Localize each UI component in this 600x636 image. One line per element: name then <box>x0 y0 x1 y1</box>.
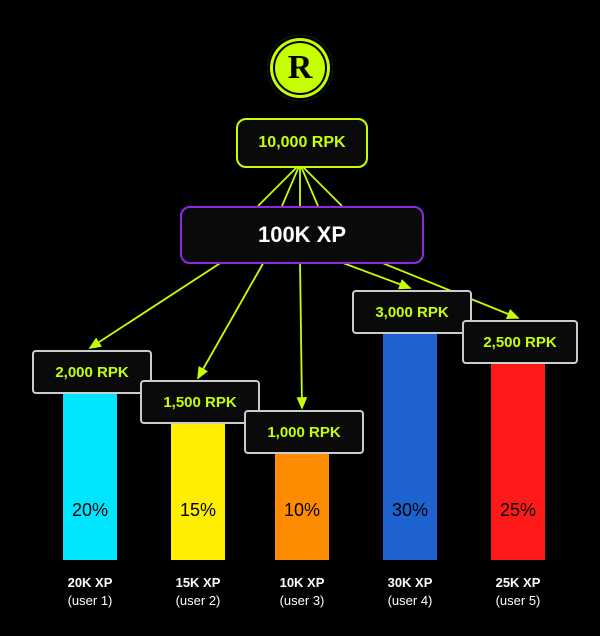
user-xp-label: 15K XP(user 2) <box>153 574 243 609</box>
user-name: (user 4) <box>365 592 455 610</box>
user-name: (user 2) <box>153 592 243 610</box>
bar-percent-label: 15% <box>171 500 225 521</box>
user-name: (user 3) <box>257 592 347 610</box>
user-xp-label: 20K XP(user 1) <box>45 574 135 609</box>
user-rpk-label: 2,000 RPK <box>55 364 128 381</box>
user-rpk-box: 3,000 RPK <box>352 290 472 334</box>
xp-bar <box>63 385 117 560</box>
total-rpk-box-label: 10,000 RPK <box>258 134 345 152</box>
user-xp-amount: 15K XP <box>153 574 243 592</box>
bar-percent-label: 25% <box>491 500 545 521</box>
user-rpk-box: 2,500 RPK <box>462 320 578 364</box>
bar-percent-label: 20% <box>63 500 117 521</box>
xp-bar <box>383 325 437 560</box>
user-rpk-box: 2,000 RPK <box>32 350 152 394</box>
total-rpk-box: 10,000 RPK <box>236 118 368 168</box>
total-xp-box-label: 100K XP <box>258 222 346 248</box>
user-xp-amount: 20K XP <box>45 574 135 592</box>
user-rpk-label: 1,000 RPK <box>267 424 340 441</box>
user-xp-amount: 10K XP <box>257 574 347 592</box>
coin-letter: R <box>288 49 313 87</box>
diagram-root: R10,000 RPK100K XP20%2,000 RPK20K XP(use… <box>0 0 600 636</box>
user-rpk-label: 2,500 RPK <box>483 334 556 351</box>
user-rpk-box: 1,500 RPK <box>140 380 260 424</box>
xp-bar <box>171 415 225 560</box>
bar-percent-label: 30% <box>383 500 437 521</box>
user-xp-amount: 30K XP <box>365 574 455 592</box>
total-xp-box: 100K XP <box>180 206 424 264</box>
xp-bar <box>491 355 545 560</box>
user-xp-label: 30K XP(user 4) <box>365 574 455 609</box>
user-rpk-box: 1,000 RPK <box>244 410 364 454</box>
user-xp-label: 10K XP(user 3) <box>257 574 347 609</box>
user-name: (user 1) <box>45 592 135 610</box>
user-xp-label: 25K XP(user 5) <box>473 574 563 609</box>
bar-percent-label: 10% <box>275 500 329 521</box>
user-rpk-label: 1,500 RPK <box>163 394 236 411</box>
user-name: (user 5) <box>473 592 563 610</box>
user-rpk-label: 3,000 RPK <box>375 304 448 321</box>
rpk-coin-icon: R <box>267 35 333 101</box>
user-xp-amount: 25K XP <box>473 574 563 592</box>
